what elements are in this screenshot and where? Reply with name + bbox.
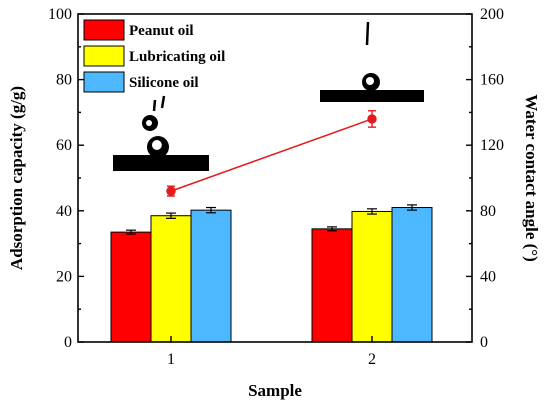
right-axis-title: Water contact angle (°) xyxy=(522,94,541,261)
left-tick-label: 20 xyxy=(56,268,72,285)
contact-angle-line xyxy=(170,118,373,192)
droplet-image-sample-1 xyxy=(113,95,209,171)
needle xyxy=(160,95,166,109)
bar-peanut-oil-sample-2 xyxy=(311,228,353,343)
legend-label: Silicone oil xyxy=(129,75,199,91)
right-tick-label: 120 xyxy=(480,137,504,154)
left-tick-label: 0 xyxy=(64,334,72,351)
contact-angle-point-sample-1 xyxy=(166,186,176,196)
substrate-slab xyxy=(320,90,424,102)
left-tick-label: 40 xyxy=(56,203,72,220)
substrate-slab xyxy=(113,155,209,171)
left-tick-label: 60 xyxy=(56,137,72,154)
left-tick-label: 100 xyxy=(48,6,72,23)
contact-angle-point-sample-2 xyxy=(367,114,377,124)
right-tick-label: 200 xyxy=(480,6,504,23)
x-tick-label: 1 xyxy=(167,351,175,368)
x-axis-title: Sample xyxy=(248,381,302,400)
droplet-images xyxy=(113,21,424,171)
right-tick-label: 40 xyxy=(480,268,496,285)
x-tick-label: 2 xyxy=(368,351,376,368)
bar-silicone-oil-sample-2 xyxy=(391,207,433,343)
bar-lubricating-oil-sample-2 xyxy=(351,210,393,343)
axes: 0 20 40 60 80 100 0 40 80 120 160 200 1 2 Sample Adsorp… xyxy=(7,6,541,400)
droplet-highlight xyxy=(146,120,152,126)
right-tick-label: 0 xyxy=(480,334,488,351)
droplet-highlight xyxy=(151,140,162,150)
droplet-highlight xyxy=(366,77,374,85)
right-tick-label: 160 xyxy=(480,72,504,89)
legend-label: Peanut oil xyxy=(129,23,194,39)
legend-swatch xyxy=(83,45,125,67)
legend-swatch xyxy=(83,19,125,41)
plot-area xyxy=(110,110,433,343)
legend-swatch xyxy=(83,71,125,93)
right-tick-label: 80 xyxy=(480,203,496,220)
needle xyxy=(152,99,157,112)
legend-label: Lubricating oil xyxy=(129,49,225,65)
left-tick-label: 80 xyxy=(56,72,72,89)
legend: Peanut oil Lubricating oil Silicone oil xyxy=(83,19,225,93)
droplet-image-sample-2 xyxy=(320,21,424,102)
bar-peanut-oil-sample-1 xyxy=(110,231,152,343)
left-axis-title: Adsorption capacity (g/g) xyxy=(7,86,26,270)
bar-lubricating-oil-sample-1 xyxy=(150,215,192,343)
bar-silicone-oil-sample-1 xyxy=(190,209,232,343)
needle xyxy=(365,21,370,46)
